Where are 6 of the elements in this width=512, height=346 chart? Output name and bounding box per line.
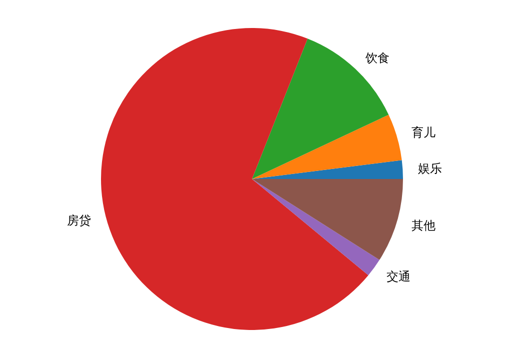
slice-label: 其他	[412, 218, 436, 232]
slice-label: 娱乐	[418, 162, 442, 176]
slice-label: 交通	[386, 270, 410, 284]
slice-label: 房贷	[67, 213, 92, 228]
slice-label: 饮食	[364, 50, 390, 65]
slice-label: 育儿	[412, 126, 436, 140]
